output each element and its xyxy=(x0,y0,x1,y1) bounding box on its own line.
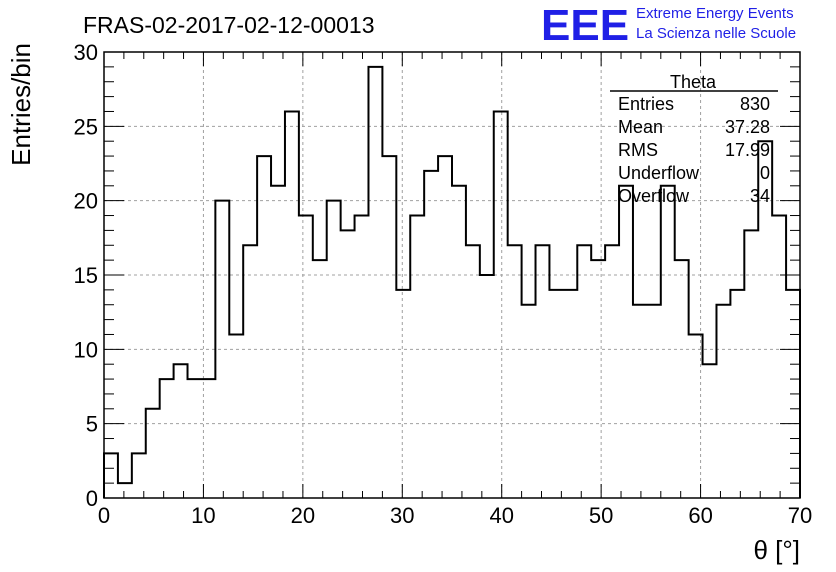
y-tick-label: 25 xyxy=(74,114,98,139)
y-tick-label: 10 xyxy=(74,337,98,362)
x-tick-label: 60 xyxy=(688,503,712,528)
eee-logo: EEE xyxy=(541,1,629,50)
histogram-bin xyxy=(188,379,202,498)
histogram-bin xyxy=(146,409,160,498)
histogram-bin xyxy=(299,216,313,498)
histogram-bin xyxy=(410,216,424,498)
stats-label-overflow: Overflow xyxy=(618,186,690,206)
histogram-bin xyxy=(675,260,689,498)
histogram-bin xyxy=(744,230,758,498)
x-tick-label: 30 xyxy=(390,503,414,528)
histogram-bin xyxy=(438,156,452,498)
histogram-bin xyxy=(494,111,508,498)
histogram-bin xyxy=(341,230,355,498)
stats-label-rms: RMS xyxy=(618,140,658,160)
stats-label-underflow: Underflow xyxy=(618,163,700,183)
x-tick-label: 40 xyxy=(489,503,513,528)
histogram-bin xyxy=(633,305,647,498)
x-tick-label: 10 xyxy=(191,503,215,528)
histogram-bin xyxy=(466,245,480,498)
histogram-bin xyxy=(452,186,466,498)
histogram-bin xyxy=(647,305,661,498)
histogram-bin xyxy=(396,290,410,498)
histogram-bin xyxy=(104,453,118,498)
grid-lines xyxy=(104,52,800,498)
logo-line-2: La Scienza nelle Scuole xyxy=(636,25,796,42)
histogram-bin xyxy=(480,275,494,498)
histogram-bin xyxy=(661,186,675,498)
histogram-bin xyxy=(619,186,633,498)
stats-label-mean: Mean xyxy=(618,117,663,137)
x-tick-label: 70 xyxy=(788,503,812,528)
stats-value-mean: 37.28 xyxy=(725,117,770,137)
histogram-bin xyxy=(549,290,563,498)
histogram-bin xyxy=(215,201,229,498)
histogram-bin xyxy=(271,186,285,498)
histogram-bin xyxy=(368,67,382,498)
x-tick-label: 20 xyxy=(291,503,315,528)
histogram-bin xyxy=(508,245,522,498)
histogram-bin xyxy=(257,156,271,498)
histogram-bin xyxy=(563,290,577,498)
histogram-line xyxy=(103,65,801,498)
histogram-bin xyxy=(382,156,396,498)
y-tick-label: 30 xyxy=(74,40,98,65)
tick-labels: 0 10 20 30 40 50 60 70 0 5 10 15 20 25 30 xyxy=(74,40,813,528)
histogram-bin xyxy=(522,305,536,498)
x-axis-label: θ [°] xyxy=(753,535,800,565)
stats-value-rms: 17.99 xyxy=(725,140,770,160)
histogram-bin xyxy=(703,364,717,498)
stats-label-entries: Entries xyxy=(618,94,674,114)
histogram-bin xyxy=(229,334,243,498)
stats-value-entries: 830 xyxy=(740,94,770,114)
stats-box: Theta Entries 830 Mean 37.28 RMS 17.99 U… xyxy=(610,72,778,206)
logo-line-1: Extreme Energy Events xyxy=(636,5,794,22)
histogram-bin xyxy=(536,245,550,498)
histogram-bin xyxy=(605,245,619,498)
stats-value-overflow: 34 xyxy=(750,186,770,206)
histogram-bin xyxy=(730,290,744,498)
axes xyxy=(103,51,801,499)
chart-title: FRAS-02-2017-02-12-00013 xyxy=(83,12,375,38)
histogram-bin xyxy=(577,245,591,498)
histogram-bin xyxy=(716,305,730,498)
histogram-bin xyxy=(285,111,299,498)
y-tick-label: 20 xyxy=(74,189,98,214)
histogram-bin xyxy=(591,260,605,498)
histogram-bin xyxy=(313,260,327,498)
histogram-bin xyxy=(160,379,174,498)
histogram-outline xyxy=(103,65,801,498)
histogram-bin xyxy=(772,216,786,498)
x-tick-label: 0 xyxy=(98,503,110,528)
y-axis-label: Entries/bin xyxy=(6,43,36,166)
histogram-bin xyxy=(355,216,369,498)
histogram-bin xyxy=(118,483,132,498)
x-tick-label: 50 xyxy=(589,503,613,528)
stats-title: Theta xyxy=(670,72,717,92)
stats-value-underflow: 0 xyxy=(760,163,770,183)
histogram-bin xyxy=(174,364,188,498)
histogram-bin xyxy=(243,245,257,498)
y-tick-label: 5 xyxy=(86,412,98,437)
histogram-bin xyxy=(424,171,438,498)
y-tick-label: 15 xyxy=(74,263,98,288)
y-tick-label: 0 xyxy=(86,486,98,511)
